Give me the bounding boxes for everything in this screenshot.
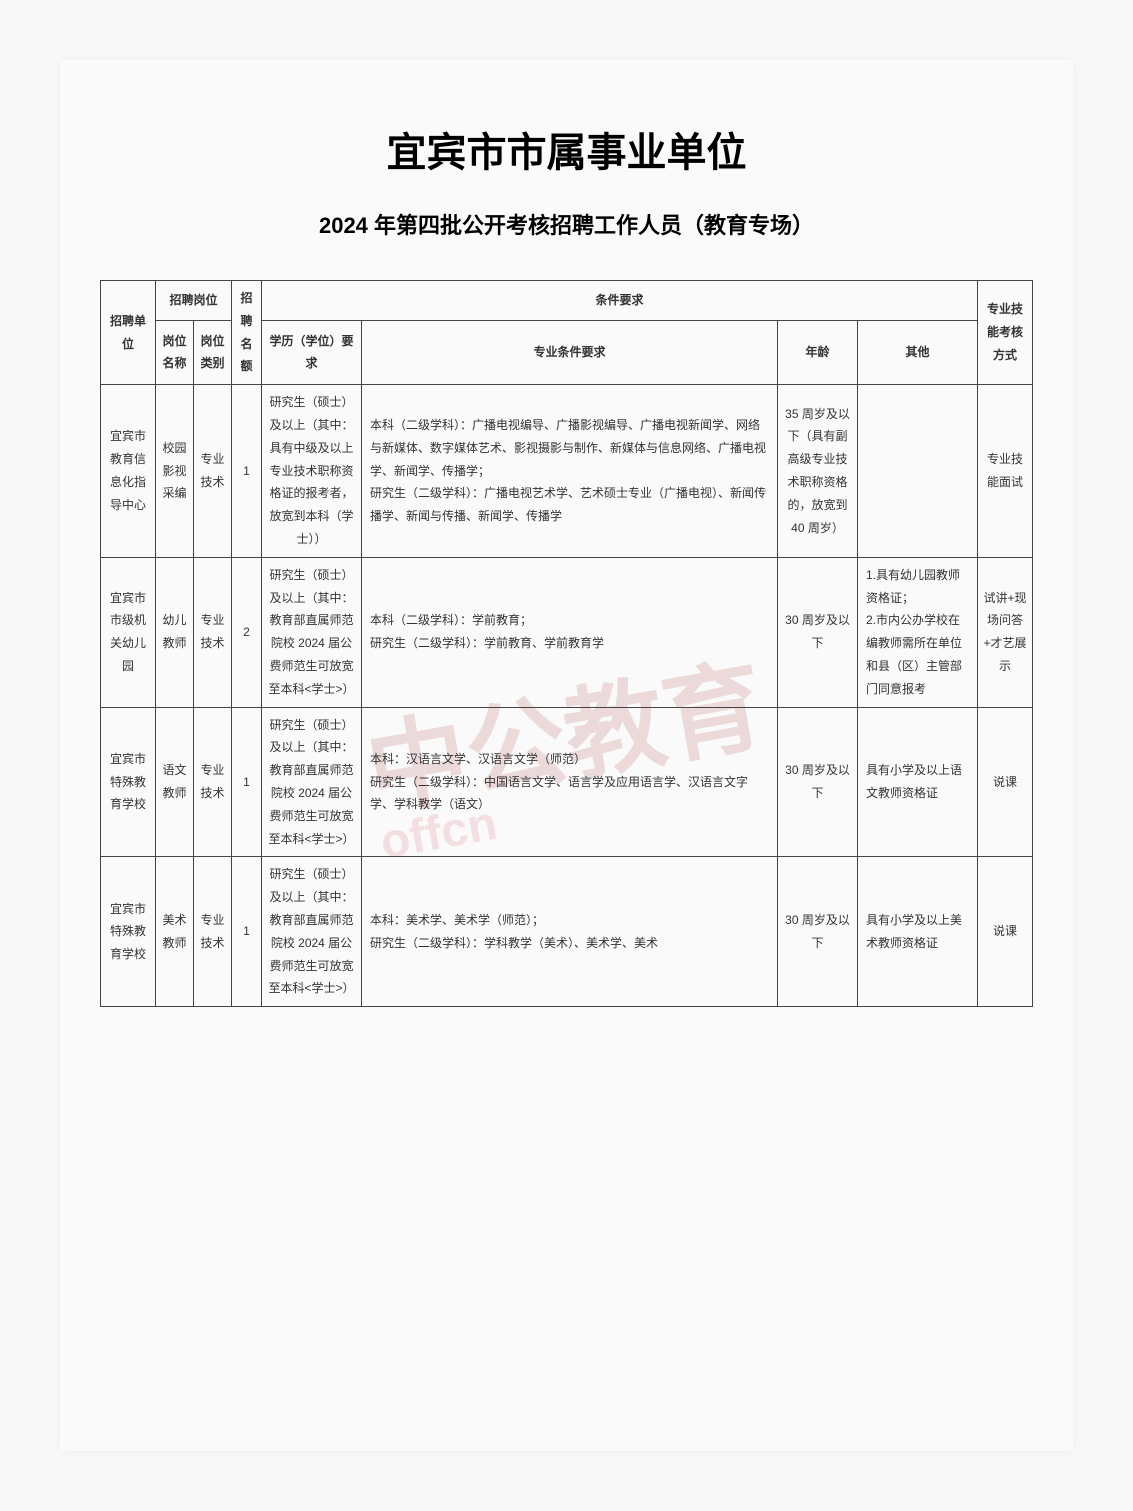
- cell-age: 30 周岁及以下: [778, 557, 858, 707]
- cell-exam-method: 试讲+现场问答+才艺展示: [978, 557, 1033, 707]
- cell-education: 研究生（硕士）及以上（其中：教育部直属师范院校 2024 届公费师范生可放宽至本…: [262, 857, 362, 1007]
- header-unit: 招聘单位: [101, 281, 156, 385]
- cell-position-name: 幼儿教师: [156, 557, 194, 707]
- header-group-position: 招聘岗位: [156, 281, 232, 321]
- header-major: 专业条件要求: [362, 320, 778, 385]
- cell-unit: 宜宾市特殊教育学校: [101, 857, 156, 1007]
- cell-other: 1.具有幼儿园教师资格证； 2.市内公办学校在编教师需所在单位和县（区）主管部门…: [858, 557, 978, 707]
- cell-count: 1: [232, 385, 262, 558]
- cell-age: 35 周岁及以下（具有副高级专业技术职称资格的，放宽到 40 周岁）: [778, 385, 858, 558]
- table-row: 宜宾市特殊教育学校语文教师专业技术1研究生（硕士）及以上（其中：教育部直属师范院…: [101, 707, 1033, 857]
- cell-other: 具有小学及以上美术教师资格证: [858, 857, 978, 1007]
- sub-title: 2024 年第四批公开考核招聘工作人员（教育专场）: [100, 208, 1033, 240]
- recruitment-table: 招聘单位 招聘岗位 招聘名额 条件要求 专业技能考核方式 岗位名称 岗位类别 学…: [100, 280, 1033, 1007]
- cell-unit: 宜宾市市级机关幼儿园: [101, 557, 156, 707]
- page: 中公教育 offcn 宜宾市市属事业单位 2024 年第四批公开考核招聘工作人员…: [60, 60, 1073, 1451]
- cell-exam-method: 专业技能面试: [978, 385, 1033, 558]
- header-group-requirements: 条件要求: [262, 281, 978, 321]
- header-count: 招聘名额: [232, 281, 262, 385]
- cell-education: 研究生（硕士）及以上（其中：具有中级及以上专业技术职称资格证的报考者，放宽到本科…: [262, 385, 362, 558]
- table-row: 宜宾市市级机关幼儿园幼儿教师专业技术2研究生（硕士）及以上（其中：教育部直属师范…: [101, 557, 1033, 707]
- cell-other: 具有小学及以上语文教师资格证: [858, 707, 978, 857]
- header-row-1: 招聘单位 招聘岗位 招聘名额 条件要求 专业技能考核方式: [101, 281, 1033, 321]
- cell-major: 本科：美术学、美术学（师范）； 研究生（二级学科）：学科教学（美术）、美术学、美…: [362, 857, 778, 1007]
- main-title: 宜宾市市属事业单位: [100, 120, 1033, 178]
- cell-age: 30 周岁及以下: [778, 707, 858, 857]
- header-position-type: 岗位类别: [194, 320, 232, 385]
- cell-major: 本科（二级学科）：学前教育； 研究生（二级学科）：学前教育、学前教育学: [362, 557, 778, 707]
- cell-unit: 宜宾市特殊教育学校: [101, 707, 156, 857]
- cell-position-type: 专业技术: [194, 385, 232, 558]
- cell-unit: 宜宾市教育信息化指导中心: [101, 385, 156, 558]
- cell-other: [858, 385, 978, 558]
- cell-major: 本科：汉语言文学、汉语言文学（师范） 研究生（二级学科）：中国语言文学、语言学及…: [362, 707, 778, 857]
- table-row: 宜宾市教育信息化指导中心校园影视采编专业技术1研究生（硕士）及以上（其中：具有中…: [101, 385, 1033, 558]
- table-row: 宜宾市特殊教育学校美术教师专业技术1研究生（硕士）及以上（其中：教育部直属师范院…: [101, 857, 1033, 1007]
- header-education: 学历（学位）要求: [262, 320, 362, 385]
- cell-education: 研究生（硕士）及以上（其中：教育部直属师范院校 2024 届公费师范生可放宽至本…: [262, 707, 362, 857]
- cell-exam-method: 说课: [978, 857, 1033, 1007]
- content: 宜宾市市属事业单位 2024 年第四批公开考核招聘工作人员（教育专场） 招聘单位…: [100, 120, 1033, 1007]
- cell-position-name: 美术教师: [156, 857, 194, 1007]
- cell-age: 30 周岁及以下: [778, 857, 858, 1007]
- header-position-name: 岗位名称: [156, 320, 194, 385]
- cell-count: 2: [232, 557, 262, 707]
- cell-count: 1: [232, 857, 262, 1007]
- cell-exam-method: 说课: [978, 707, 1033, 857]
- cell-position-type: 专业技术: [194, 857, 232, 1007]
- cell-position-type: 专业技术: [194, 557, 232, 707]
- cell-position-name: 语文教师: [156, 707, 194, 857]
- cell-education: 研究生（硕士）及以上（其中：教育部直属师范院校 2024 届公费师范生可放宽至本…: [262, 557, 362, 707]
- cell-position-name: 校园影视采编: [156, 385, 194, 558]
- header-other: 其他: [858, 320, 978, 385]
- cell-major: 本科（二级学科）：广播电视编导、广播影视编导、广播电视新闻学、网络与新媒体、数字…: [362, 385, 778, 558]
- cell-count: 1: [232, 707, 262, 857]
- header-exam-method: 专业技能考核方式: [978, 281, 1033, 385]
- cell-position-type: 专业技术: [194, 707, 232, 857]
- header-age: 年龄: [778, 320, 858, 385]
